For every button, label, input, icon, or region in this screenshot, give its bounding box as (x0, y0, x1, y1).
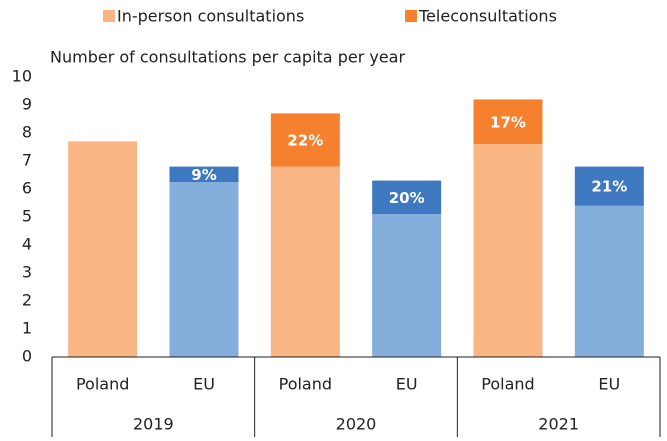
y-axis-label: Number of consultations per capita per y… (50, 48, 405, 67)
y-tick-label: 6 (22, 179, 32, 198)
bar-segment (473, 144, 543, 357)
bar-segment (473, 99, 543, 145)
bar-segment (372, 214, 442, 357)
bar-segment (270, 166, 340, 357)
legend-swatch (103, 10, 115, 22)
group-label: 2021 (538, 415, 579, 434)
y-tick-label: 0 (22, 347, 32, 366)
y-tick-label: 7 (22, 151, 32, 170)
data-label: 9% (191, 166, 216, 184)
legend-label: Teleconsultations (418, 7, 557, 26)
data-label: 20% (389, 189, 425, 207)
bar-segment (574, 205, 644, 357)
x-tick-label: Poland (481, 375, 534, 394)
y-tick-label: 1 (22, 319, 32, 338)
bar-segment (169, 166, 239, 182)
y-tick-label: 2 (22, 291, 32, 310)
legend-swatch (405, 10, 417, 22)
x-tick-label: EU (598, 375, 620, 394)
group-label: 2020 (336, 415, 377, 434)
bar-segment (68, 141, 138, 357)
x-tick-label: Poland (279, 375, 332, 394)
y-tick-label: 10 (12, 67, 32, 86)
legend-label: In-person consultations (117, 7, 304, 26)
y-tick-label: 3 (22, 263, 32, 282)
x-tick-label: Poland (76, 375, 129, 394)
data-label: 21% (591, 178, 627, 196)
bar-segment (372, 180, 442, 215)
y-tick-label: 5 (22, 207, 32, 226)
x-tick-label: EU (193, 375, 215, 394)
x-tick-label: EU (396, 375, 418, 394)
bar-segment (270, 113, 340, 167)
bar-segment (169, 182, 239, 357)
bar-segment (574, 166, 644, 206)
y-tick-label: 4 (22, 235, 32, 254)
y-tick-label: 9 (22, 95, 32, 114)
data-label: 17% (490, 113, 526, 131)
data-label: 22% (287, 132, 323, 150)
y-tick-label: 8 (22, 123, 32, 142)
group-label: 2019 (133, 415, 174, 434)
